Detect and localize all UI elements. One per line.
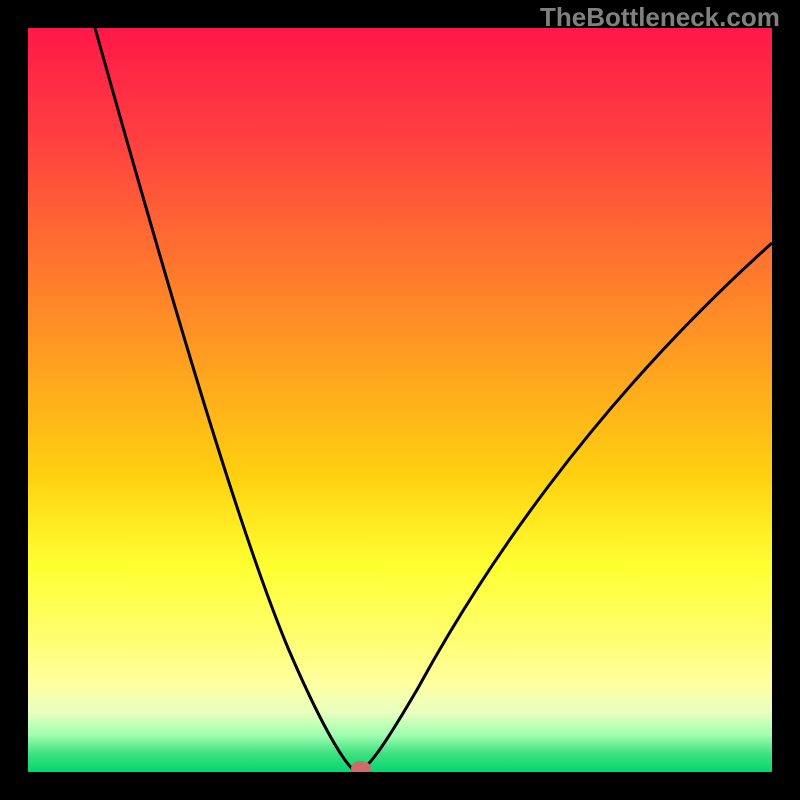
bottleneck-curve bbox=[95, 28, 772, 772]
optimal-point-marker bbox=[351, 761, 371, 775]
curve-layer bbox=[0, 0, 800, 800]
watermark-text: TheBottleneck.com bbox=[540, 2, 780, 33]
chart-frame: TheBottleneck.com bbox=[0, 0, 800, 800]
